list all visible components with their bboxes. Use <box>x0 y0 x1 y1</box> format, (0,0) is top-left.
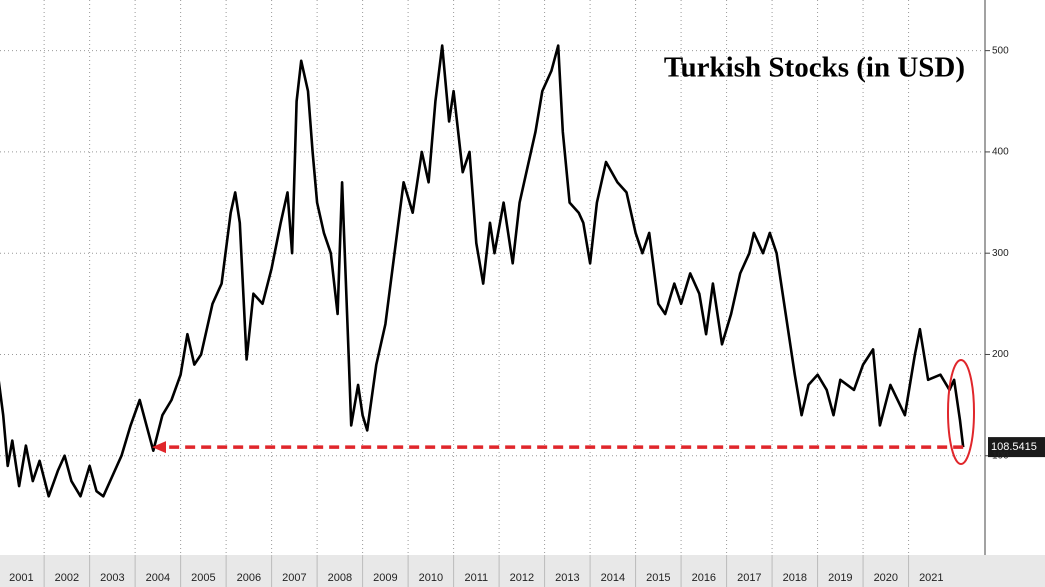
last-value-label: 108.5415 <box>991 441 1037 453</box>
x-tick-label: 2018 <box>783 572 807 584</box>
x-tick-label: 2014 <box>601 572 625 584</box>
x-tick-label: 2012 <box>510 572 534 584</box>
x-tick-label: 2009 <box>373 572 397 584</box>
x-tick-label: 2019 <box>828 572 852 584</box>
y-tick-label: 500 <box>992 45 1009 56</box>
y-tick-label: 200 <box>992 349 1009 360</box>
plot: 108.5415 <box>0 44 1045 498</box>
x-tick-label: 2002 <box>55 572 79 584</box>
arrow-head <box>152 441 166 454</box>
x-tick-label: 2010 <box>419 572 443 584</box>
x-tick-label: 2011 <box>465 572 489 584</box>
x-tick-label: 2016 <box>692 572 716 584</box>
x-tick-label: 2001 <box>9 572 33 584</box>
x-tick-label: 2020 <box>874 572 898 584</box>
x-tick-label: 2006 <box>237 572 261 584</box>
y-tick-label: 300 <box>992 248 1009 259</box>
x-tick-label: 2015 <box>646 572 670 584</box>
last-value-box <box>988 437 1045 458</box>
x-tick-label: 2005 <box>191 572 215 584</box>
x-tick-label: 2003 <box>100 572 124 584</box>
chart-title: Turkish Stocks (in USD) <box>664 52 965 84</box>
x-tick-label: 2021 <box>919 572 943 584</box>
x-tick-label: 2013 <box>555 572 579 584</box>
x-tick-label: 2004 <box>146 572 170 584</box>
highlight-ellipse <box>947 359 975 465</box>
x-tick-label: 2008 <box>328 572 352 584</box>
y-tick-label: 100 <box>992 450 1009 461</box>
y-tick-label: 400 <box>992 147 1009 158</box>
line-series <box>0 44 965 498</box>
x-tick-label: 2017 <box>737 572 761 584</box>
x-axis-strip <box>0 555 1045 587</box>
x-tick-label: 2007 <box>282 572 306 584</box>
